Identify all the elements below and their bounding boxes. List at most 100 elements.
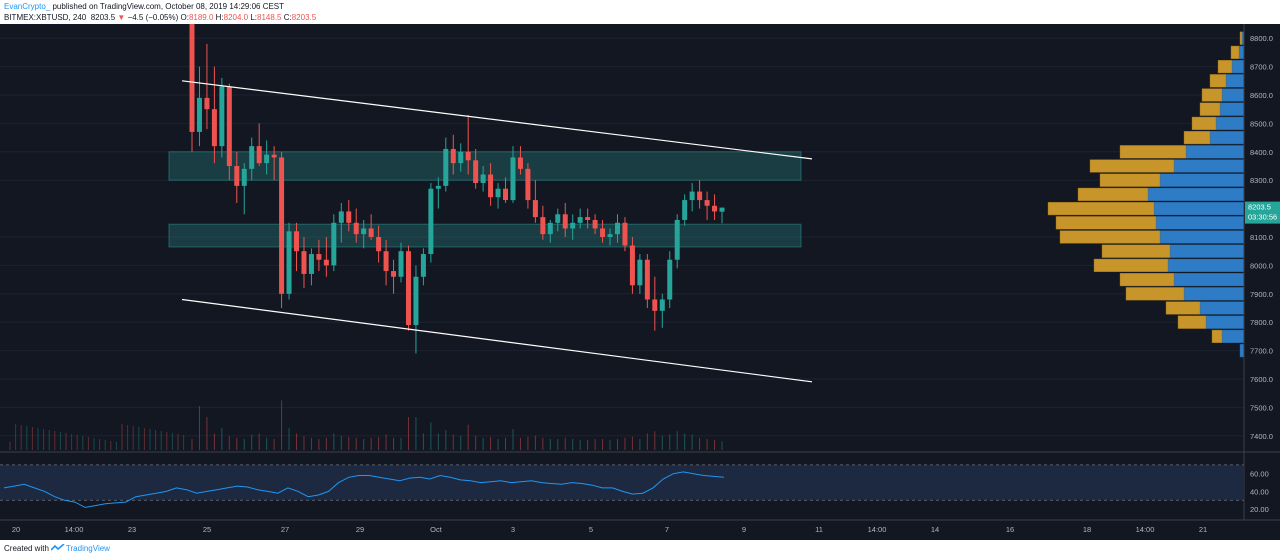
vp-up-bar [1159, 230, 1245, 244]
vp-up-bar [1205, 315, 1245, 329]
price-tick-label: 8100.0 [1250, 233, 1273, 242]
down-arrow-icon: ▼ [117, 13, 126, 22]
candle-body [667, 259, 673, 300]
price-tick-label: 8600.0 [1250, 91, 1273, 100]
candle-body [510, 157, 516, 201]
candle-body [622, 222, 628, 246]
time-tick-label: 27 [281, 525, 289, 534]
candle-body [271, 154, 277, 158]
price-tick-label: 8300.0 [1250, 176, 1273, 185]
candle-body [428, 188, 434, 255]
candle-body [413, 276, 419, 326]
low-value: 8148.5 [257, 13, 282, 22]
candle-body [308, 254, 314, 274]
vp-up-bar [1209, 131, 1245, 145]
candle-body [614, 222, 620, 235]
candle-body [592, 219, 598, 229]
candle-body [562, 214, 568, 229]
time-tick-label: 18 [1083, 525, 1091, 534]
candle-body [323, 259, 329, 266]
candle-body [346, 211, 352, 223]
rsi-band [0, 464, 1244, 501]
candle-body [547, 222, 553, 235]
vp-down-bar [1101, 244, 1171, 258]
chart-area[interactable]: 8800.0 8700.0 8600.0 8500.0 8400.0 8300.0 8100… [0, 24, 1280, 540]
candle-body [435, 185, 441, 189]
time-tick-label: 11 [815, 525, 823, 534]
tradingview-link[interactable]: TradingView [65, 544, 110, 554]
candle-body [338, 211, 344, 223]
candle-body [495, 188, 501, 198]
candle-body [405, 251, 411, 326]
candle-body [689, 191, 695, 201]
vp-down-bar [1089, 159, 1175, 173]
vp-down-bar [1199, 102, 1221, 116]
vp-up-bar [1221, 329, 1245, 343]
candle-body [503, 188, 509, 201]
candle-body [607, 234, 613, 237]
high-label: H: [215, 13, 224, 22]
candle-body [719, 207, 725, 212]
vp-up-bar [1239, 344, 1245, 358]
candle-body [577, 217, 583, 223]
vp-up-bar [1199, 301, 1245, 315]
vp-up-bar [1215, 116, 1245, 130]
vp-up-bar [1169, 244, 1245, 258]
price-tick-label: 8500.0 [1250, 119, 1273, 128]
candle-body [555, 214, 561, 223]
open-value: 8189.0 [188, 13, 214, 22]
vp-up-bar [1153, 202, 1245, 216]
publish-info: EvanCrypto_ published on TradingView.com… [4, 1, 284, 12]
time-tick-label: 3 [511, 525, 515, 534]
candle-body [488, 174, 494, 198]
time-tick-label: Oct [430, 525, 443, 534]
candle-body [674, 219, 680, 260]
candle-body [226, 86, 232, 166]
last-price-marker [1245, 201, 1280, 224]
candle-body [331, 222, 337, 266]
vp-up-bar [1225, 74, 1245, 88]
countdown-label: 03:30:56 [1248, 213, 1277, 222]
time-tick-label: 14:00 [65, 525, 84, 534]
price-tick-label: 7700.0 [1250, 347, 1273, 356]
high-value: 8204.0 [223, 13, 249, 22]
candle-body [383, 251, 389, 272]
candle-body [398, 251, 404, 277]
zone-1 [168, 223, 802, 248]
candle-body [637, 259, 643, 286]
candle-body [712, 205, 718, 212]
low-label: L: [250, 13, 258, 22]
time-tick-label: 25 [203, 525, 211, 534]
candle-body [353, 222, 359, 235]
price-tick-label: 8700.0 [1250, 63, 1273, 72]
vp-down-bar [1201, 88, 1223, 102]
vp-down-bar [1055, 216, 1157, 230]
time-tick-label: 14 [931, 525, 939, 534]
candle-body [652, 299, 658, 311]
open-label: O: [180, 13, 189, 22]
vp-up-bar [1173, 273, 1245, 287]
close-value: 8203.5 [291, 13, 317, 22]
publish-text: published on TradingView.com, October 08… [50, 2, 285, 11]
rsi-tick-label: 60.00 [1250, 470, 1269, 479]
vp-down-bar [1239, 31, 1243, 45]
price-chart[interactable]: 8800.0 8700.0 8600.0 8500.0 8400.0 8300.0 8100… [0, 24, 1280, 540]
vp-up-bar [1147, 187, 1245, 201]
candle-body [279, 157, 285, 294]
price-tick-label: 8000.0 [1250, 261, 1273, 270]
candle-body [443, 148, 449, 186]
vp-down-bar [1059, 230, 1161, 244]
candle-body [316, 254, 322, 260]
time-tick-label: 29 [356, 525, 364, 534]
chart-footer: Created with TradingView [0, 540, 1280, 558]
candle-body [629, 245, 635, 286]
candle-body [600, 228, 606, 237]
candle-body [361, 228, 367, 235]
author-link[interactable]: EvanCrypto_ [4, 2, 51, 11]
candle-body [211, 109, 217, 147]
symbol-label[interactable]: BITMEX:XBTUSD, 240 [4, 13, 87, 22]
price-change: −4.5 (−0.05%) [127, 13, 179, 22]
rsi-tick-label: 40.00 [1250, 487, 1269, 496]
vp-down-bar [1093, 258, 1169, 272]
time-tick-label: 5 [589, 525, 593, 534]
